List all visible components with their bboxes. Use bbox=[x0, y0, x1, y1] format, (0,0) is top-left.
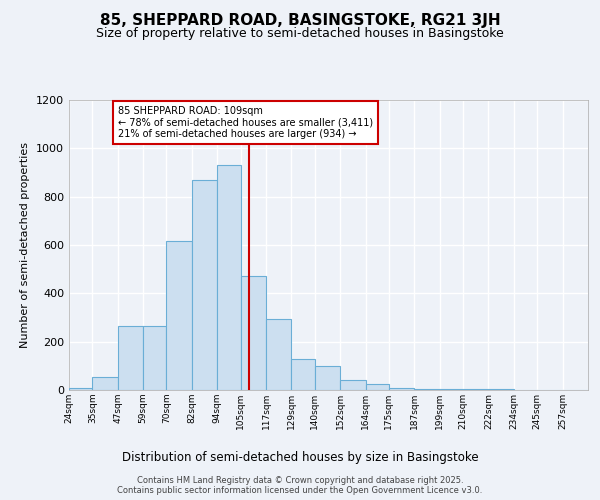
Bar bbox=[463, 389, 488, 390]
Text: Size of property relative to semi-detached houses in Basingstoke: Size of property relative to semi-detach… bbox=[96, 28, 504, 40]
Bar bbox=[414, 389, 440, 390]
Text: Contains HM Land Registry data © Crown copyright and database right 2025.
Contai: Contains HM Land Registry data © Crown c… bbox=[118, 476, 482, 495]
Y-axis label: Number of semi-detached properties: Number of semi-detached properties bbox=[20, 142, 31, 348]
Bar bbox=[292, 358, 315, 390]
Bar bbox=[241, 276, 266, 390]
Bar bbox=[266, 318, 292, 390]
Bar bbox=[143, 326, 166, 390]
Text: Distribution of semi-detached houses by size in Basingstoke: Distribution of semi-detached houses by … bbox=[122, 451, 478, 464]
Text: 85, SHEPPARD ROAD, BASINGSTOKE, RG21 3JH: 85, SHEPPARD ROAD, BASINGSTOKE, RG21 3JH bbox=[100, 12, 500, 28]
Bar bbox=[365, 384, 389, 390]
Bar bbox=[69, 388, 92, 390]
Bar bbox=[118, 326, 143, 390]
Bar bbox=[389, 388, 414, 390]
Bar bbox=[166, 242, 192, 390]
Bar bbox=[92, 376, 118, 390]
Text: 85 SHEPPARD ROAD: 109sqm
← 78% of semi-detached houses are smaller (3,411)
21% o: 85 SHEPPARD ROAD: 109sqm ← 78% of semi-d… bbox=[118, 106, 373, 139]
Bar bbox=[315, 366, 340, 390]
Bar bbox=[217, 165, 241, 390]
Bar bbox=[340, 380, 365, 390]
Bar bbox=[192, 180, 217, 390]
Bar bbox=[440, 389, 463, 390]
